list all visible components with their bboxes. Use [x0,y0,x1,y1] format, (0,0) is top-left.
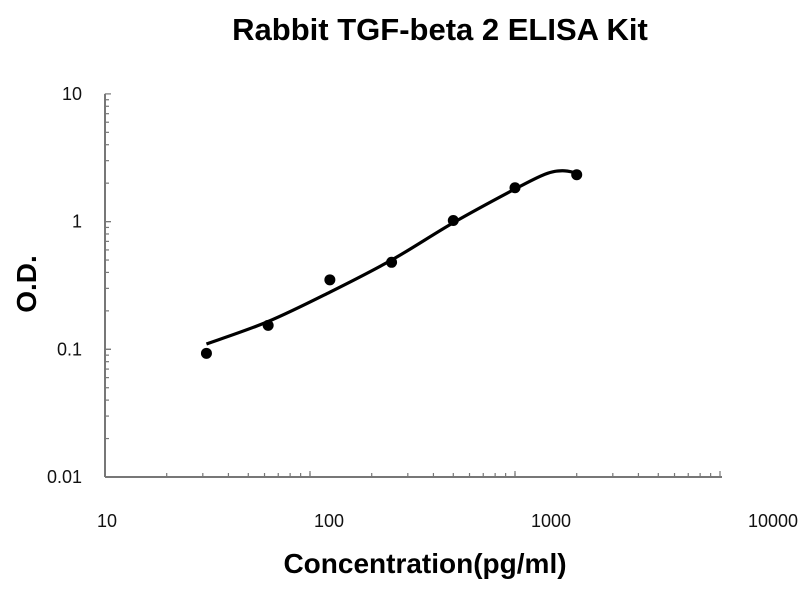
data-point [386,256,398,268]
y-tick-label: 1 [72,212,82,232]
data-point [200,347,212,359]
data-point [509,182,521,194]
x-tick-label: 100 [314,511,344,531]
x-tick-label: 10 [97,511,117,531]
x-tick-label: 10000 [748,511,798,531]
data-point [262,319,274,331]
y-tick-label: 10 [62,84,82,104]
data-point [571,169,583,181]
x-tick-label: 1000 [531,511,571,531]
data-point [447,215,459,227]
chart-title: Rabbit TGF-beta 2 ELISA Kit [232,12,648,47]
y-tick-label: 0.1 [57,339,82,359]
data-point [324,274,336,286]
y-tick-label: 0.01 [47,467,82,487]
x-axis-label: Concentration(pg/ml) [283,548,567,579]
